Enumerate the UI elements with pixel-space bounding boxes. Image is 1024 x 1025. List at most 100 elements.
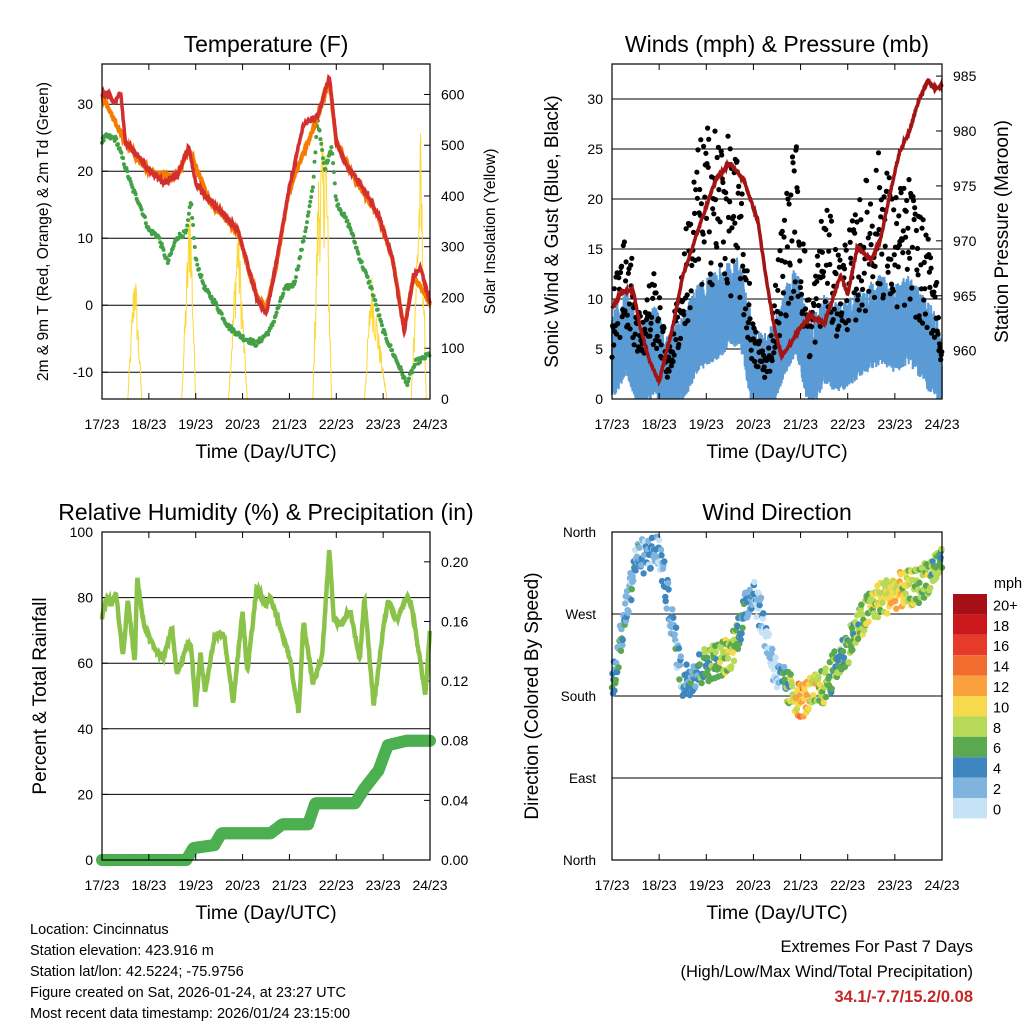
gust-point bbox=[705, 164, 711, 170]
dewpoint-point bbox=[273, 313, 278, 318]
gust-point bbox=[687, 305, 693, 311]
legend-swatch bbox=[953, 777, 987, 798]
direction-point bbox=[712, 648, 719, 656]
gust-point bbox=[717, 219, 723, 225]
dewpoint-point bbox=[365, 275, 370, 279]
direction-point bbox=[628, 596, 635, 604]
direction-point bbox=[822, 693, 830, 701]
direction-point bbox=[655, 536, 663, 544]
gust-point bbox=[896, 213, 902, 219]
gust-point bbox=[747, 316, 753, 322]
gust-point bbox=[864, 209, 870, 215]
dewpoint-point bbox=[278, 299, 282, 304]
gust-point bbox=[910, 194, 916, 200]
pressure-y2-tick-label: 970 bbox=[953, 233, 977, 249]
gust-point bbox=[909, 244, 916, 250]
dewpoint-point bbox=[305, 213, 310, 218]
gust-point bbox=[798, 279, 804, 285]
gust-point bbox=[720, 239, 727, 245]
gust-point bbox=[654, 333, 660, 339]
direction-point bbox=[724, 655, 732, 662]
gust-point bbox=[731, 213, 737, 220]
gust-point bbox=[904, 266, 910, 272]
gust-point bbox=[827, 213, 834, 219]
dewpoint-point bbox=[305, 220, 309, 225]
dewpoint-point bbox=[296, 264, 301, 269]
gust-point bbox=[814, 253, 821, 259]
dewpoint-point bbox=[157, 235, 162, 240]
dewpoint-point bbox=[207, 291, 212, 296]
gust-point bbox=[689, 262, 695, 268]
gust-point bbox=[739, 191, 745, 197]
dewpoint-point bbox=[306, 210, 311, 215]
direction-points bbox=[608, 533, 946, 720]
plot-frame bbox=[101, 531, 431, 861]
wind-y-tick-label: 5 bbox=[595, 341, 603, 357]
gust-point bbox=[718, 262, 724, 268]
gust-point bbox=[611, 286, 617, 292]
direction-point bbox=[696, 661, 703, 668]
rh-y-tick-label: 40 bbox=[77, 721, 93, 737]
x-tick-label: 23/23 bbox=[366, 877, 401, 893]
legend-swatch bbox=[953, 655, 987, 676]
gust-point bbox=[737, 276, 744, 282]
precip-y2-tick-label: 0.00 bbox=[441, 852, 468, 868]
direction-point bbox=[662, 597, 669, 605]
gust-point bbox=[859, 302, 865, 308]
gust-point bbox=[921, 297, 927, 303]
direction-point bbox=[927, 584, 934, 592]
x-axis-label: Time (Day/UTC) bbox=[195, 441, 336, 463]
direction-point bbox=[884, 610, 891, 617]
gust-point bbox=[617, 269, 624, 276]
gust-point bbox=[658, 342, 664, 348]
gust-point bbox=[920, 217, 926, 223]
gust-point bbox=[844, 327, 850, 333]
gust-point bbox=[823, 227, 829, 233]
direction-point bbox=[854, 635, 862, 642]
dewpoint-point bbox=[166, 258, 171, 263]
dewpoint-point bbox=[117, 146, 122, 151]
gust-point bbox=[914, 267, 920, 273]
gust-point bbox=[934, 279, 940, 286]
x-tick-label: 20/23 bbox=[736, 416, 771, 432]
gust-point bbox=[921, 259, 927, 265]
direction-point bbox=[669, 606, 676, 613]
direction-point bbox=[769, 645, 776, 653]
dewpoint-point bbox=[412, 362, 417, 367]
gust-point bbox=[767, 368, 773, 374]
gust-point bbox=[702, 194, 708, 200]
dewpoint-point bbox=[191, 236, 196, 240]
gust-point bbox=[834, 311, 840, 317]
gust-point bbox=[772, 344, 778, 350]
gust-point bbox=[706, 136, 712, 142]
direction-point bbox=[615, 664, 622, 671]
gust-point bbox=[867, 230, 873, 237]
gust-point bbox=[926, 269, 933, 275]
station-elevation: Station elevation: 423.916 m bbox=[30, 943, 214, 959]
temp-y-tick-label: 20 bbox=[77, 163, 93, 179]
direction-point bbox=[916, 579, 923, 587]
direction-point bbox=[859, 611, 866, 618]
gust-point bbox=[617, 334, 623, 340]
gust-point bbox=[869, 223, 875, 229]
extremes-subtitle: (High/Low/Max Wind/Total Precipitation) bbox=[680, 963, 973, 981]
dewpoint-point bbox=[281, 291, 286, 296]
dewpoint-point bbox=[390, 348, 395, 353]
gust-point bbox=[743, 277, 749, 283]
gust-point bbox=[646, 311, 652, 317]
direction-point bbox=[892, 597, 899, 604]
dewpoint-point bbox=[293, 279, 298, 284]
solar-y2-tick-label: 600 bbox=[441, 86, 465, 102]
direction-point bbox=[683, 661, 690, 668]
direction-point bbox=[839, 648, 847, 655]
direction-point bbox=[698, 679, 705, 687]
dewpoint-point bbox=[380, 323, 384, 328]
gust-point bbox=[708, 260, 714, 266]
station-location: Location: Cincinnatus bbox=[30, 922, 169, 938]
gust-point bbox=[901, 185, 907, 191]
dewpoint-point bbox=[359, 259, 364, 264]
gust-point bbox=[623, 278, 629, 284]
dewpoint-point bbox=[127, 176, 132, 181]
gust-point bbox=[730, 258, 736, 264]
gust-point bbox=[876, 226, 882, 233]
